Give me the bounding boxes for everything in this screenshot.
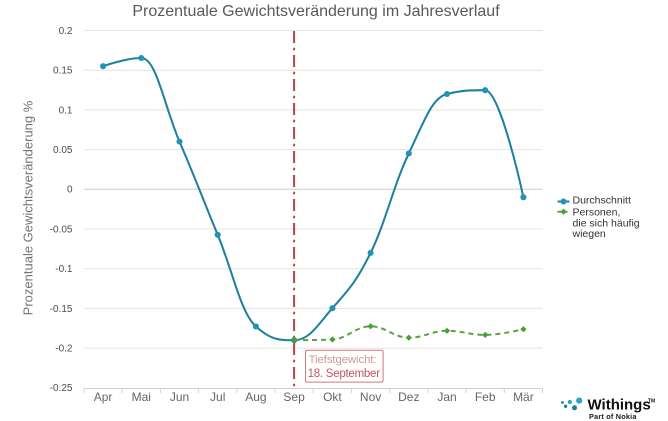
svg-text:Sep: Sep [283, 390, 305, 404]
svg-text:Jan: Jan [437, 390, 456, 404]
svg-text:Jul: Jul [210, 390, 225, 404]
svg-text:-0.15: -0.15 [50, 304, 73, 315]
svg-text:Mär: Mär [513, 390, 534, 404]
svg-text:0.15: 0.15 [53, 66, 73, 77]
svg-text:Mai: Mai [132, 390, 151, 404]
svg-text:-0.2: -0.2 [55, 344, 73, 355]
svg-text:wiegen: wiegen [572, 228, 606, 240]
svg-text:-0.05: -0.05 [50, 224, 73, 235]
svg-text:Withings: Withings [588, 397, 651, 414]
svg-text:-0.25: -0.25 [50, 383, 73, 394]
svg-text:die sich häufig: die sich häufig [573, 217, 640, 229]
svg-text:Prozentuale Gewichtsveränderun: Prozentuale Gewichtsveränderung % [21, 100, 36, 315]
svg-text:Durchschnitt: Durchschnitt [573, 195, 631, 207]
svg-text:0.2: 0.2 [59, 26, 73, 37]
svg-text:Prozentuale Gewichtsveränderun: Prozentuale Gewichtsveränderung im Jahre… [132, 3, 500, 20]
svg-text:Personen,: Personen, [573, 207, 621, 219]
svg-text:Okt: Okt [323, 390, 342, 404]
svg-text:0: 0 [67, 185, 73, 196]
svg-text:Nov: Nov [360, 390, 381, 404]
svg-text:0.1: 0.1 [59, 105, 73, 116]
svg-text:Apr: Apr [94, 390, 113, 404]
svg-text:Tiefstgewicht:: Tiefstgewicht: [309, 354, 377, 366]
svg-text:Part of Nokia: Part of Nokia [589, 412, 637, 421]
svg-text:Feb: Feb [475, 390, 496, 404]
svg-text:Aug: Aug [245, 390, 266, 404]
svg-text:Jun: Jun [170, 390, 189, 404]
svg-text:-0.1: -0.1 [55, 264, 73, 275]
svg-text:Dez: Dez [398, 390, 419, 404]
svg-text:18. September: 18. September [308, 368, 381, 380]
svg-text:TM: TM [648, 399, 655, 405]
svg-text:0.05: 0.05 [53, 145, 73, 156]
